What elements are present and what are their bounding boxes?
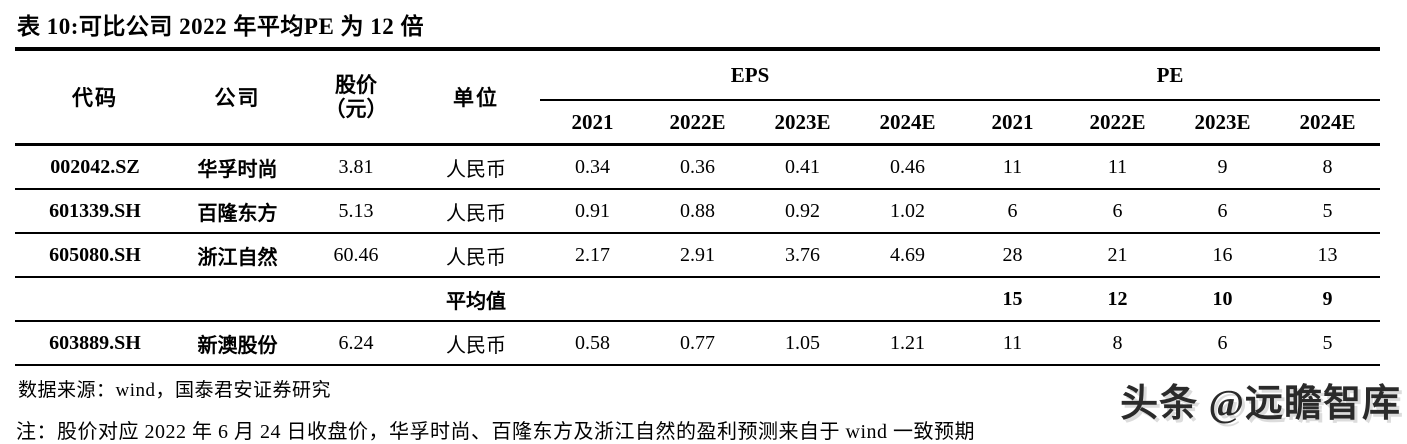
col-header-price-line1: 股价	[335, 72, 377, 97]
cell-price: 60.46	[300, 233, 412, 278]
table-row-huafu: 002042.SZ 华孚时尚 3.81 人民币 0.34 0.36 0.41 0…	[15, 144, 1381, 190]
cell-pe-2021: 11	[960, 321, 1066, 366]
cell-pe-2021: 11	[960, 144, 1066, 190]
cell-eps-empty	[645, 277, 750, 322]
cell-eps-empty	[540, 277, 645, 322]
col-header-eps-2023e: 2023E	[750, 100, 855, 146]
cell-eps-2023e: 3.76	[750, 233, 855, 278]
cell-eps-empty	[750, 277, 855, 322]
cell-code: 603889.SH	[15, 321, 175, 366]
cell-eps-2024e: 1.21	[855, 321, 961, 366]
col-header-pe-2022e: 2022E	[1065, 100, 1171, 146]
cell-pe-2024e: 5	[1275, 189, 1381, 234]
cell-price: 5.13	[300, 189, 412, 234]
table-row-zhejiang: 605080.SH 浙江自然 60.46 人民币 2.17 2.91 3.76 …	[15, 233, 1381, 278]
cell-company: 百隆东方	[175, 189, 300, 234]
cell-eps-2023e: 0.41	[750, 144, 855, 190]
cell-eps-2024e: 0.46	[855, 144, 961, 190]
cell-avg-pe-2024e: 9	[1275, 277, 1381, 322]
cell-unit: 人民币	[412, 189, 540, 234]
col-header-pe-2024e: 2024E	[1275, 100, 1381, 146]
cell-price: 6.24	[300, 321, 412, 366]
cell-pe-2021: 28	[960, 233, 1066, 278]
table-title: 表 10:可比公司 2022 年平均PE 为 12 倍	[17, 14, 425, 39]
col-header-eps-2021: 2021	[540, 100, 645, 146]
report-page: 表 10:可比公司 2022 年平均PE 为 12 倍 代码 公司 股价 （元）…	[15, 0, 1401, 443]
cell-unit: 人民币	[412, 321, 540, 366]
cell-eps-2023e: 1.05	[750, 321, 855, 366]
cell-pe-2023e: 16	[1170, 233, 1276, 278]
cell-eps-2022e: 0.77	[645, 321, 750, 366]
cell-pe-2022e: 6	[1065, 189, 1171, 234]
cell-unit: 人民币	[412, 233, 540, 278]
cell-eps-2021: 0.34	[540, 144, 645, 190]
cell-pe-2021: 6	[960, 189, 1066, 234]
cell-code: 601339.SH	[15, 189, 175, 234]
cell-avg-pe-2022e: 12	[1065, 277, 1171, 322]
cell-company: 新澳股份	[175, 321, 300, 366]
table-title-block: 表 10:可比公司 2022 年平均PE 为 12 倍	[15, 0, 1380, 51]
col-group-eps: EPS	[540, 51, 961, 101]
cell-pe-2024e: 13	[1275, 233, 1381, 278]
cell-pe-2024e: 5	[1275, 321, 1381, 366]
cell-pe-2022e: 8	[1065, 321, 1171, 366]
table-row-bailong: 601339.SH 百隆东方 5.13 人民币 0.91 0.88 0.92 1…	[15, 189, 1381, 234]
col-header-eps-2024e: 2024E	[855, 100, 961, 146]
cell-price-empty	[300, 277, 412, 322]
cell-eps-2024e: 4.69	[855, 233, 961, 278]
cell-eps-2024e: 1.02	[855, 189, 961, 234]
table-row-xinao: 603889.SH 新澳股份 6.24 人民币 0.58 0.77 1.05 1…	[15, 321, 1381, 366]
cell-eps-2021: 0.91	[540, 189, 645, 234]
cell-eps-2022e: 2.91	[645, 233, 750, 278]
cell-eps-2022e: 0.36	[645, 144, 750, 190]
col-header-price: 股价 （元）	[300, 51, 412, 146]
cell-company-empty	[175, 277, 300, 322]
comparable-companies-table: 代码 公司 股价 （元） 单位 EPS PE 2021 2022E 2023E …	[15, 51, 1381, 366]
watermark-toutiao-yuanzhan: 头条 @远瞻智库	[1120, 383, 1401, 425]
header-row-years: 2021 2022E 2023E 2024E 2021 2022E 2023E …	[15, 100, 1381, 146]
cell-unit: 人民币	[412, 144, 540, 190]
col-header-unit: 单位	[412, 51, 540, 146]
cell-eps-2022e: 0.88	[645, 189, 750, 234]
cell-price: 3.81	[300, 144, 412, 190]
cell-code: 605080.SH	[15, 233, 175, 278]
data-source-note: 数据来源：wind，国泰君安证券研究	[18, 380, 332, 401]
cell-company: 浙江自然	[175, 233, 300, 278]
cell-pe-2024e: 8	[1275, 144, 1381, 190]
col-header-code: 代码	[15, 51, 175, 146]
cell-average-label: 平均值	[412, 277, 540, 322]
cell-eps-2023e: 0.92	[750, 189, 855, 234]
table-row-average: 平均值 15 12 10 9	[15, 277, 1381, 322]
cell-pe-2023e: 6	[1170, 321, 1276, 366]
col-header-price-line2: （元）	[324, 97, 388, 121]
header-row-groups: 代码 公司 股价 （元） 单位 EPS PE	[15, 51, 1381, 146]
cell-avg-pe-2023e: 10	[1170, 277, 1276, 322]
cell-company: 华孚时尚	[175, 144, 300, 190]
cell-code: 002042.SZ	[15, 144, 175, 190]
cell-eps-empty	[855, 277, 961, 322]
col-header-eps-2022e: 2022E	[645, 100, 750, 146]
cell-eps-2021: 2.17	[540, 233, 645, 278]
cell-pe-2022e: 11	[1065, 144, 1171, 190]
cell-code-empty	[15, 277, 175, 322]
cell-pe-2023e: 9	[1170, 144, 1276, 190]
col-header-pe-2021: 2021	[960, 100, 1066, 146]
col-header-company: 公司	[175, 51, 300, 146]
cell-pe-2022e: 21	[1065, 233, 1171, 278]
cell-eps-2021: 0.58	[540, 321, 645, 366]
cell-pe-2023e: 6	[1170, 189, 1276, 234]
cell-avg-pe-2021: 15	[960, 277, 1066, 322]
col-header-pe-2023e: 2023E	[1170, 100, 1276, 146]
col-group-pe: PE	[960, 51, 1381, 101]
